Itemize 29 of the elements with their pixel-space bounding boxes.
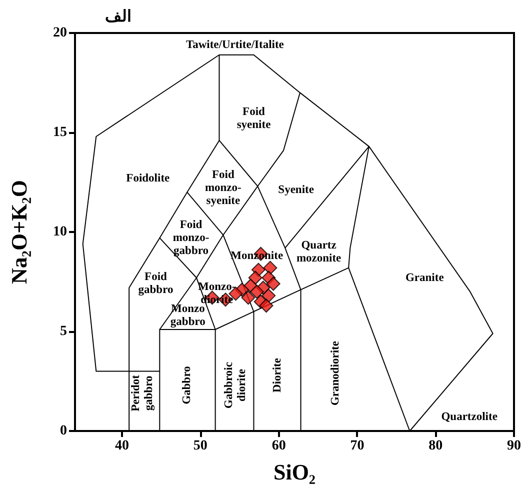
annotation: Gabbroic diorite — [223, 362, 248, 408]
y-tick-label: 10 — [53, 224, 67, 240]
x-tick-label: 50 — [193, 438, 208, 454]
x-tick-label: 60 — [272, 438, 286, 454]
annotation: Foidolite — [126, 172, 170, 184]
annotation: Foid gabbro — [138, 271, 174, 296]
x-tick-label: 90 — [507, 438, 521, 454]
annotation: Tawite/Urtite/Italite — [186, 38, 284, 51]
y-tick-label: 20 — [53, 26, 67, 40]
y-axis-title: Na₂O+K₂O — [6, 180, 32, 284]
x-tick-label: 40 — [115, 438, 130, 454]
y-tick-label: 15 — [53, 125, 67, 140]
annotation: Diorite — [271, 358, 284, 393]
annotation: Peridot gabbro — [130, 374, 155, 412]
annotation: Foid monzo- syenite — [204, 169, 242, 208]
x-axis-title: SiO₂ — [273, 460, 316, 484]
chart-title: الف — [105, 8, 131, 26]
y-tick-label: 0 — [60, 424, 67, 438]
annotation: Syenite — [278, 184, 314, 196]
y-tick-label: 5 — [60, 324, 67, 339]
annotation: Foid syenite — [236, 106, 271, 132]
annotation: Gabbro — [181, 366, 194, 404]
annotation: Granodiorite — [329, 341, 342, 406]
annotation: Quartz mozonite — [296, 239, 342, 264]
annotation: Quartzolite — [441, 411, 498, 424]
x-tick-label: 80 — [428, 438, 443, 454]
annotation: Foid monzo- gabbro — [172, 218, 210, 257]
x-tick-label: 70 — [350, 438, 364, 454]
annotation: Granite — [405, 272, 444, 284]
